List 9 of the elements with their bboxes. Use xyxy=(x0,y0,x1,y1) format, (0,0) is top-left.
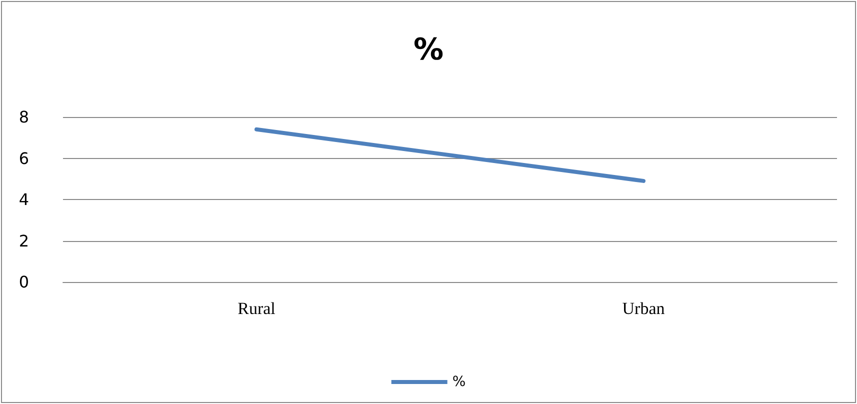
y-tick-label: 0 xyxy=(18,272,29,292)
y-tick-label: 6 xyxy=(18,148,29,168)
x-tick-label: Urban xyxy=(622,299,666,318)
y-tick-label: 2 xyxy=(18,231,29,250)
y-tick-label: 4 xyxy=(18,190,29,209)
legend-label: % xyxy=(452,374,466,390)
x-tick-label: Rural xyxy=(238,299,276,318)
y-tick-label: 8 xyxy=(18,108,29,126)
chart-title: % xyxy=(413,32,444,68)
